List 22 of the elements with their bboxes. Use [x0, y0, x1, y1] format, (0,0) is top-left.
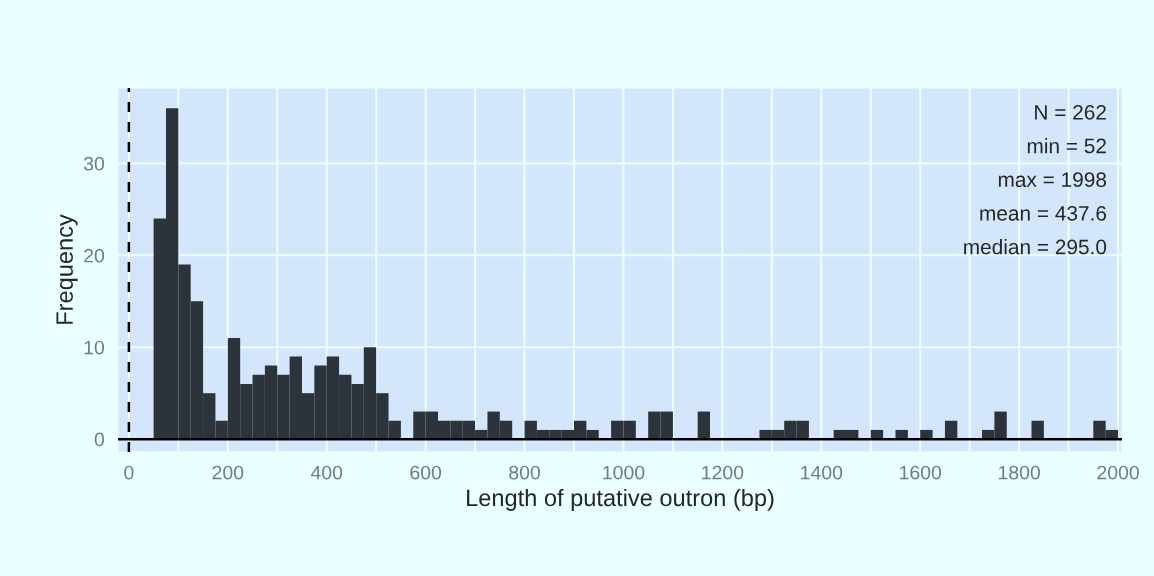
x-tick-label: 800 [509, 465, 541, 480]
annotation: max = 1998 [998, 172, 1107, 188]
x-tick-label: 0 [124, 465, 134, 480]
y-tick-label: 0 [94, 432, 105, 447]
x-tick-label: 200 [212, 465, 244, 480]
y-axis-title: Frequency [56, 214, 78, 324]
annotation: median = 295.0 [964, 239, 1107, 255]
x-tick-label: 1400 [801, 465, 843, 480]
annotation: N = 262 [1035, 104, 1106, 120]
x-tick-label: 400 [310, 465, 343, 480]
y-tick-label: 20 [84, 248, 105, 263]
x-tick-label: 600 [410, 465, 442, 480]
x-tick-label: 1600 [900, 465, 942, 480]
annotation: mean = 437.6 [980, 205, 1107, 221]
y-tick-label: 10 [84, 340, 105, 355]
annotation: min = 52 [1027, 138, 1106, 154]
x-tick-label: 1000 [603, 465, 645, 480]
x-tick-label: 2000 [1097, 465, 1139, 480]
x-axis-title: Length of putative outron (bp) [467, 488, 774, 511]
x-tick-label: 1200 [702, 465, 744, 480]
y-tick-label: 30 [83, 156, 105, 171]
x-tick-label: 1800 [998, 465, 1040, 480]
